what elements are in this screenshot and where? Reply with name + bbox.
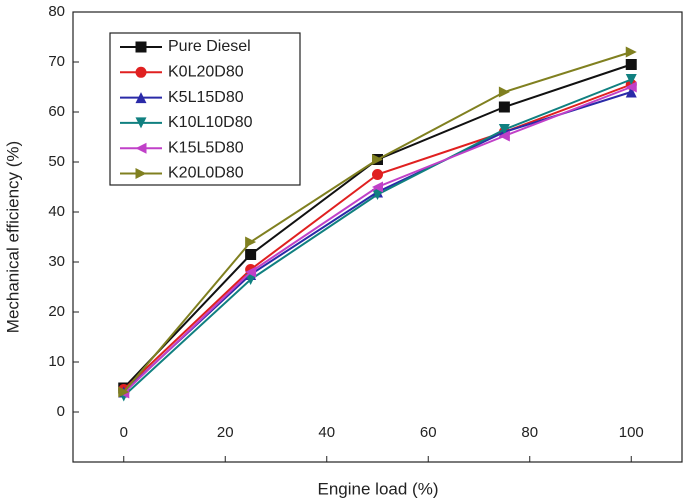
legend-label: K0L20D80 bbox=[168, 64, 244, 81]
y-tick-label: 80 bbox=[48, 3, 65, 20]
marker bbox=[372, 181, 383, 193]
y-axis-title: Mechanical efficiency (%) bbox=[3, 141, 22, 333]
marker bbox=[135, 41, 147, 53]
marker bbox=[625, 74, 637, 85]
marker bbox=[498, 86, 510, 98]
legend-box bbox=[109, 32, 301, 186]
marker bbox=[118, 386, 130, 398]
x-tick-label: 60 bbox=[420, 424, 437, 441]
x-tick-label: 0 bbox=[120, 424, 128, 441]
marker bbox=[372, 189, 383, 200]
y-tick-label: 70 bbox=[48, 53, 65, 70]
legend-label: K15L5D80 bbox=[168, 139, 244, 156]
marker bbox=[372, 169, 383, 180]
marker bbox=[625, 81, 637, 93]
marker bbox=[135, 117, 147, 129]
marker bbox=[498, 101, 510, 113]
marker bbox=[245, 249, 257, 260]
marker bbox=[135, 66, 147, 78]
marker bbox=[135, 92, 147, 104]
marker bbox=[135, 142, 147, 154]
x-tick-label: 100 bbox=[619, 424, 644, 441]
y-tick-label: 0 bbox=[57, 403, 65, 420]
y-tick-label: 20 bbox=[48, 303, 65, 320]
x-tick-label: 80 bbox=[521, 424, 538, 441]
marker bbox=[498, 124, 510, 135]
marker bbox=[498, 130, 510, 142]
x-axis-title: Engine load (%) bbox=[318, 479, 439, 498]
y-tick-label: 40 bbox=[48, 203, 65, 220]
marker bbox=[625, 59, 637, 70]
marker bbox=[245, 236, 257, 248]
marker bbox=[625, 46, 637, 58]
y-tick-label: 50 bbox=[48, 153, 65, 170]
legend-label: Pure Diesel bbox=[168, 38, 251, 55]
marker bbox=[372, 154, 383, 165]
marker bbox=[245, 274, 257, 285]
legend-label: K10L10D80 bbox=[168, 114, 253, 131]
legend-label: K20L0D80 bbox=[168, 165, 244, 182]
marker bbox=[245, 266, 257, 278]
y-tick-label: 60 bbox=[48, 103, 65, 120]
y-tick-label: 10 bbox=[48, 353, 65, 370]
plot-frame bbox=[72, 11, 683, 463]
x-tick-label: 20 bbox=[217, 424, 234, 441]
marker bbox=[135, 168, 147, 179]
legend-label: K5L15D80 bbox=[168, 89, 244, 106]
x-tick-label: 40 bbox=[318, 424, 335, 441]
y-tick-label: 30 bbox=[48, 253, 65, 270]
marker bbox=[625, 86, 637, 98]
